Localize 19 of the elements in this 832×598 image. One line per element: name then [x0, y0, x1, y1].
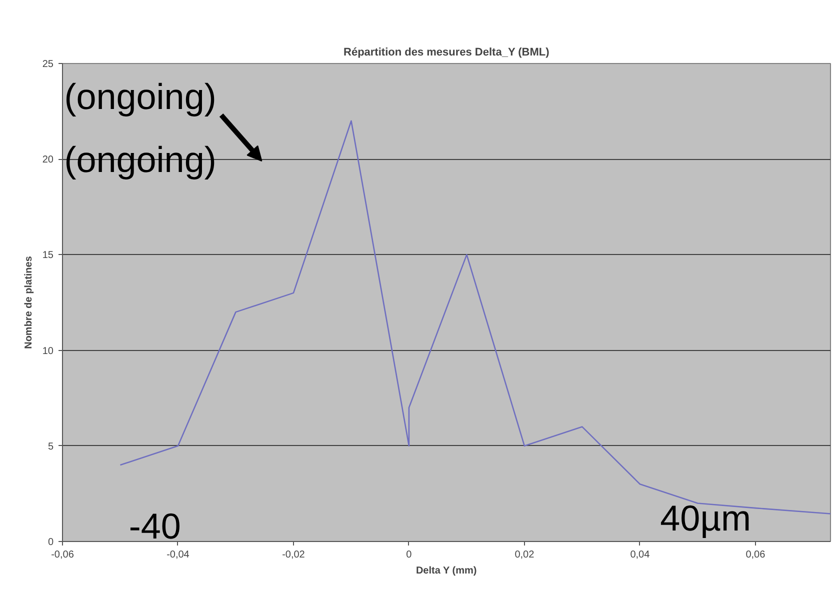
annotation: -40: [128, 506, 181, 547]
x-axis-title: Delta Y (mm): [416, 566, 477, 576]
x-tick-label: 0: [406, 550, 412, 560]
y-tick-label: 5: [48, 441, 54, 452]
y-tick-label: 0: [48, 537, 54, 548]
y-tick-label: 15: [42, 250, 54, 262]
y-tick-label: 20: [42, 154, 54, 166]
y-tick-label: 10: [42, 346, 54, 357]
x-tick-label: 0,02: [514, 550, 535, 560]
y-tick-label: 25: [42, 59, 54, 70]
x-tick-label: -0,06: [51, 550, 74, 560]
x-tick-label: -0,04: [166, 550, 190, 560]
annotation: (ongoing): [64, 76, 216, 118]
annotation: 40µm: [660, 498, 751, 539]
chart-title: Répartition des mesures Delta_Y (BML): [344, 46, 550, 58]
y-axis-title: Nombre de platines: [23, 256, 34, 349]
x-tick-label: 0,04: [630, 550, 650, 560]
x-tick-label: 0,06: [746, 550, 766, 560]
x-tick-label: -0,02: [282, 550, 306, 560]
